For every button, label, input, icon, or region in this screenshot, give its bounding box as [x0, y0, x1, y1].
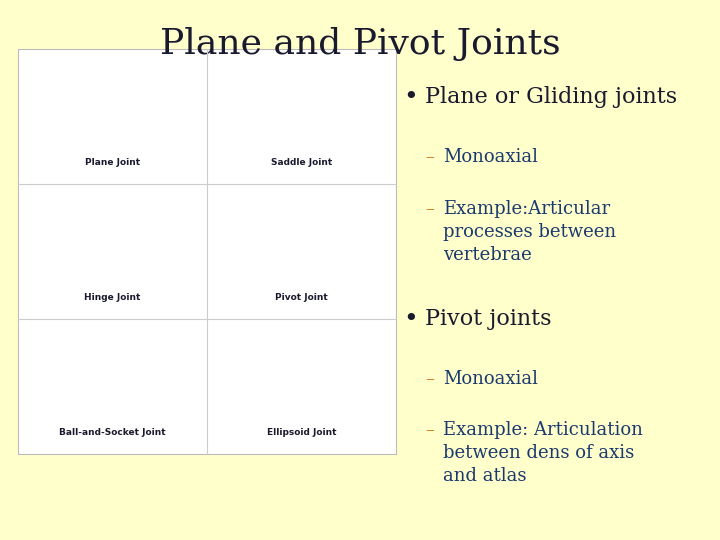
- Text: –: –: [425, 200, 433, 218]
- Text: Hinge Joint: Hinge Joint: [84, 293, 140, 302]
- Text: Pivot joints: Pivot joints: [425, 308, 552, 330]
- Text: •: •: [403, 86, 418, 110]
- Text: Example:Articular
processes between
vertebrae: Example:Articular processes between vert…: [443, 200, 616, 264]
- Text: Saddle Joint: Saddle Joint: [271, 158, 332, 167]
- FancyBboxPatch shape: [18, 49, 396, 454]
- Text: –: –: [425, 421, 433, 439]
- Text: Plane or Gliding joints: Plane or Gliding joints: [425, 86, 677, 109]
- Text: Example: Articulation
between dens of axis
and atlas: Example: Articulation between dens of ax…: [443, 421, 643, 485]
- Text: Ellipsoid Joint: Ellipsoid Joint: [266, 428, 336, 437]
- Text: Plane Joint: Plane Joint: [85, 158, 140, 167]
- Text: –: –: [425, 370, 433, 388]
- Text: –: –: [425, 148, 433, 166]
- Text: Monoaxial: Monoaxial: [443, 148, 538, 166]
- Text: •: •: [403, 308, 418, 331]
- Text: Pivot Joint: Pivot Joint: [275, 293, 328, 302]
- Text: Plane and Pivot Joints: Plane and Pivot Joints: [160, 27, 560, 61]
- Text: Ball-and-Socket Joint: Ball-and-Socket Joint: [59, 428, 166, 437]
- Text: Monoaxial: Monoaxial: [443, 370, 538, 388]
